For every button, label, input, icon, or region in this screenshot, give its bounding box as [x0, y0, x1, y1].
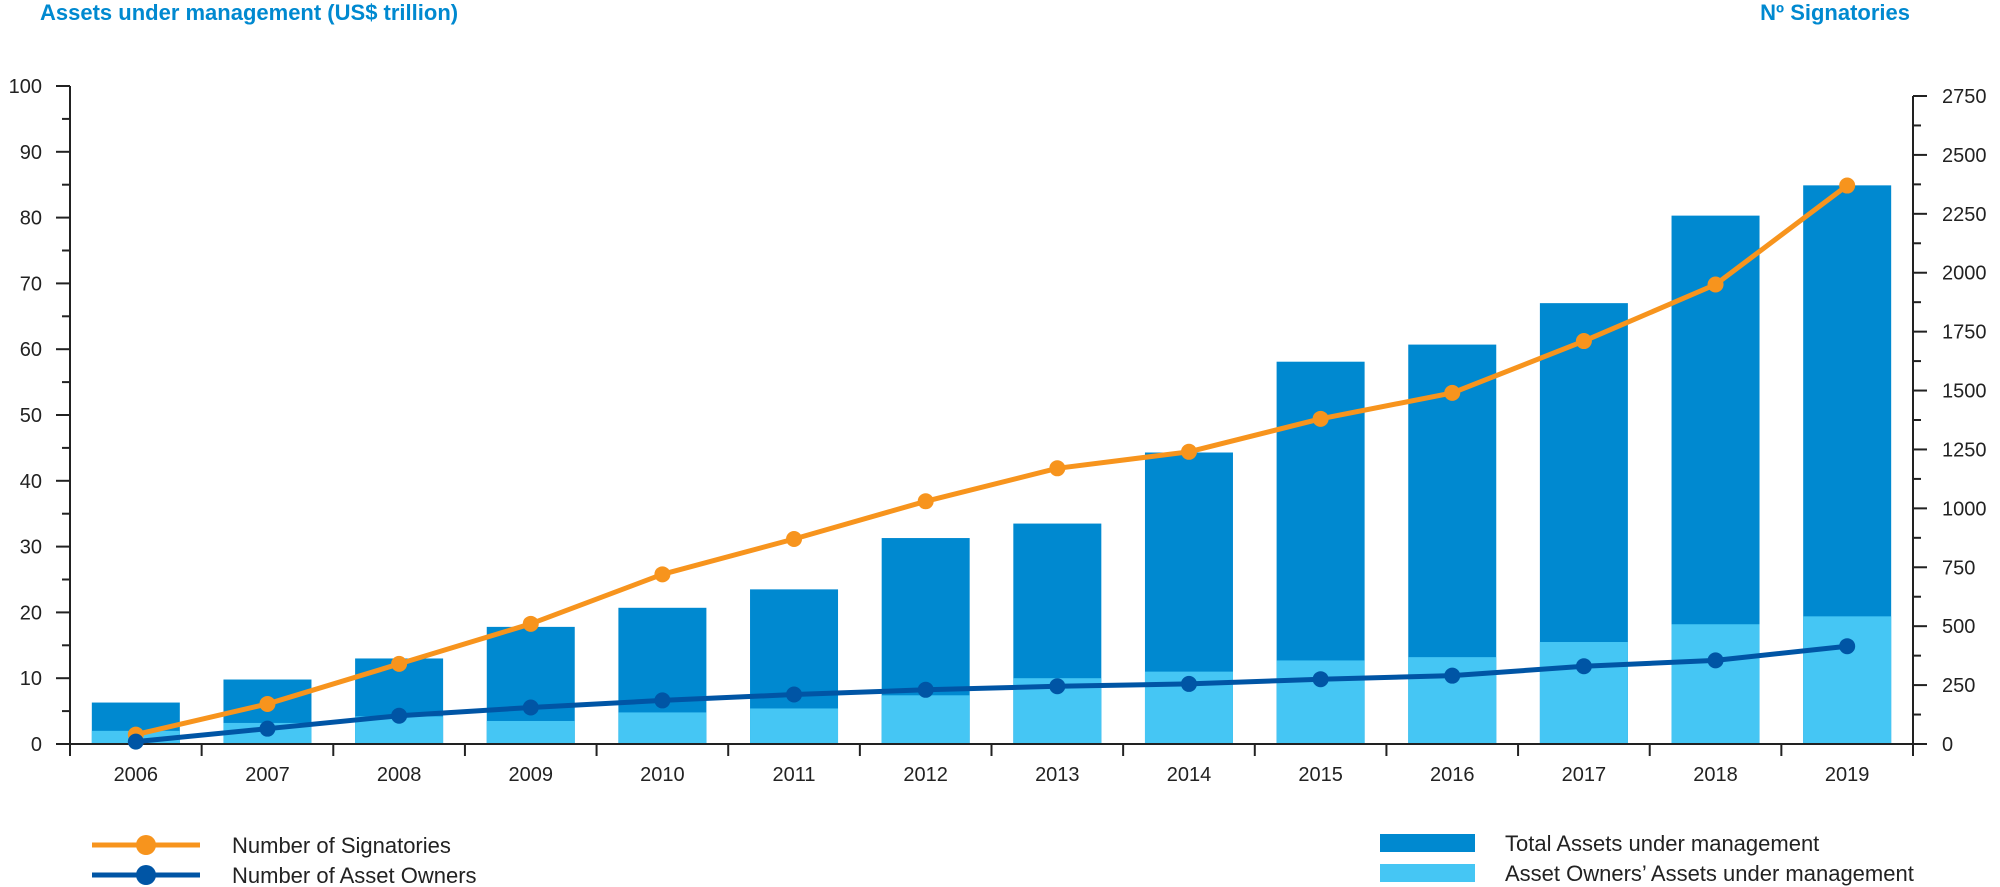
- asset-owners-point-2018: [1707, 652, 1724, 669]
- asset-owners-point-2006: [127, 733, 144, 750]
- asset-owners-point-2019: [1839, 638, 1856, 655]
- asset-owners-point-2007: [259, 720, 276, 737]
- left-axis-title: Assets under management (US$ trillion): [40, 0, 458, 25]
- owners-aum-bar-2019: [1803, 616, 1892, 744]
- x-tick-label-2019: 2019: [1825, 764, 1870, 786]
- left-tick-label: 50: [20, 405, 42, 427]
- owners-aum-bar-2012: [881, 695, 970, 744]
- right-tick-label: 500: [1942, 616, 1975, 638]
- left-tick-label: 100: [9, 76, 42, 98]
- asset-owners-point-2008: [391, 707, 408, 724]
- asset-owners-point-2011: [786, 686, 803, 703]
- x-tick-label-2011: 2011: [773, 764, 816, 786]
- asset-owners-point-2017: [1575, 658, 1592, 675]
- right-tick-label: 0: [1942, 734, 1953, 756]
- left-tick-label: 20: [20, 602, 42, 624]
- x-tick-label-2018: 2018: [1693, 764, 1738, 786]
- x-tick-label-2016: 2016: [1430, 764, 1475, 786]
- legend-owners-aum-label: Asset Owners’ Assets under management: [1505, 861, 1914, 886]
- legend-signatories-label: Number of Signatories: [232, 833, 451, 858]
- left-tick-label: 60: [20, 339, 42, 361]
- right-tick-label: 1250: [1942, 439, 1987, 461]
- signatories-point-2018: [1707, 276, 1724, 293]
- legend-asset-owners-swatch-marker: [136, 865, 156, 885]
- asset-owners-point-2009: [522, 699, 539, 716]
- right-tick-label: 1000: [1942, 498, 1987, 520]
- left-tick-label: 40: [20, 471, 42, 493]
- right-tick-label: 2500: [1942, 145, 1987, 167]
- signatories-point-2012: [917, 493, 934, 510]
- legend-total-aum-label: Total Assets under management: [1505, 831, 1819, 856]
- asset-owners-point-2016: [1444, 667, 1461, 684]
- x-tick-label-2014: 2014: [1167, 764, 1212, 786]
- owners-aum-bar-2017: [1539, 642, 1628, 744]
- left-tick-label: 10: [20, 668, 42, 690]
- signatories-point-2014: [1180, 443, 1197, 460]
- x-tick-label-2015: 2015: [1298, 764, 1343, 786]
- left-tick-label: 30: [20, 537, 42, 559]
- legend-signatories-swatch-marker: [136, 835, 156, 855]
- x-tick-label-2009: 2009: [509, 764, 554, 786]
- signatories-point-2010: [654, 566, 671, 583]
- signatories-point-2017: [1575, 333, 1592, 350]
- right-tick-label: 2000: [1942, 263, 1987, 285]
- right-tick-label: 2250: [1942, 204, 1987, 226]
- legend: Number of Signatories Number of Asset Own…: [92, 831, 1914, 887]
- x-tick-label-2008: 2008: [377, 764, 422, 786]
- x-tick-label-2013: 2013: [1035, 764, 1080, 786]
- asset-owners-point-2012: [917, 681, 934, 698]
- right-tick-label: 750: [1942, 557, 1975, 579]
- left-tick-label: 80: [20, 208, 42, 230]
- axes-layer: 0102030405060708090100025050075010001250…: [9, 76, 1987, 786]
- signatories-point-2008: [391, 655, 408, 672]
- right-tick-label: 250: [1942, 675, 1975, 697]
- left-tick-label: 0: [31, 734, 42, 756]
- owners-aum-bar-2010: [618, 712, 707, 744]
- owners-aum-bar-2011: [750, 708, 839, 744]
- signatories-point-2007: [259, 695, 276, 712]
- right-tick-label: 1500: [1942, 381, 1987, 403]
- x-tick-label-2012: 2012: [903, 764, 948, 786]
- bars-layer: [91, 185, 1892, 745]
- right-axis-title: Nº Signatories: [1760, 0, 1910, 25]
- asset-owners-point-2010: [654, 692, 671, 709]
- legend-owners-aum-swatch: [1380, 864, 1475, 882]
- signatories-point-2011: [786, 530, 803, 547]
- signatories-point-2013: [1049, 460, 1066, 477]
- right-tick-label: 2750: [1942, 86, 1987, 108]
- lines-layer: [127, 177, 1856, 750]
- signatories-line: [135, 183, 1849, 738]
- legend-asset-owners-label: Number of Asset Owners: [232, 863, 477, 887]
- asset-owners-point-2014: [1180, 675, 1197, 692]
- signatories-point-2019: [1839, 177, 1856, 194]
- asset-owners-point-2015: [1312, 671, 1329, 688]
- legend-total-aum-swatch: [1380, 834, 1475, 852]
- asset-owners-point-2013: [1049, 678, 1066, 695]
- x-tick-label-2010: 2010: [640, 764, 685, 786]
- asset-owners-line: [135, 643, 1848, 745]
- signatories-point-2015: [1312, 410, 1329, 427]
- owners-aum-bar-2009: [486, 720, 575, 744]
- owners-aum-bar-2018: [1671, 624, 1760, 744]
- x-tick-label-2007: 2007: [245, 764, 290, 786]
- signatories-point-2009: [522, 615, 539, 632]
- left-tick-label: 70: [20, 273, 42, 295]
- right-tick-label: 1750: [1942, 322, 1987, 344]
- x-tick-label-2006: 2006: [114, 764, 159, 786]
- left-tick-label: 90: [20, 142, 42, 164]
- x-tick-label-2017: 2017: [1562, 764, 1607, 786]
- signatories-point-2016: [1444, 384, 1461, 401]
